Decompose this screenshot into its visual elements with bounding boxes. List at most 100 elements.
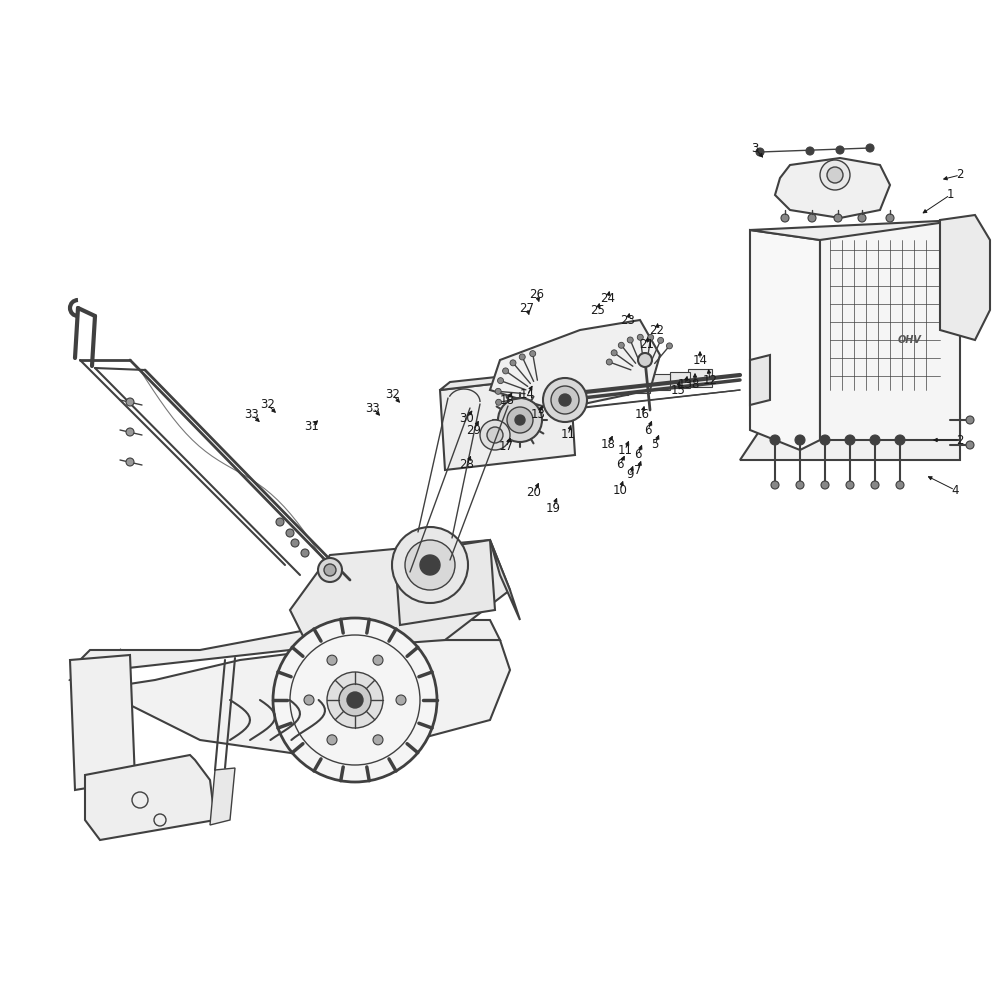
Text: 31: 31 [305, 420, 319, 434]
Polygon shape [820, 220, 960, 440]
Text: 21: 21 [640, 338, 654, 352]
Circle shape [845, 435, 855, 445]
Text: 16: 16 [635, 408, 650, 422]
Text: 6: 6 [634, 448, 642, 462]
Text: 19: 19 [546, 502, 560, 514]
Circle shape [638, 353, 652, 367]
Circle shape [373, 735, 383, 745]
Polygon shape [750, 220, 960, 240]
Circle shape [327, 655, 337, 665]
Text: 18: 18 [500, 393, 514, 406]
Circle shape [648, 334, 654, 340]
Circle shape [886, 214, 894, 222]
Circle shape [637, 334, 643, 340]
Text: 20: 20 [527, 487, 541, 499]
Polygon shape [750, 355, 770, 405]
Text: 3: 3 [751, 141, 759, 154]
Circle shape [895, 435, 905, 445]
Circle shape [405, 540, 455, 590]
Circle shape [291, 539, 299, 547]
Polygon shape [490, 320, 660, 410]
Polygon shape [670, 372, 690, 388]
Text: 6: 6 [616, 458, 624, 472]
Polygon shape [775, 158, 890, 218]
Circle shape [286, 529, 294, 537]
Text: 26: 26 [530, 288, 544, 302]
Circle shape [498, 378, 504, 384]
Circle shape [795, 435, 805, 445]
Circle shape [827, 167, 843, 183]
Circle shape [627, 337, 633, 343]
Circle shape [821, 481, 829, 489]
Polygon shape [608, 379, 628, 395]
Circle shape [551, 386, 579, 414]
Text: 28: 28 [460, 458, 474, 472]
Circle shape [126, 428, 134, 436]
Polygon shape [750, 230, 820, 450]
Polygon shape [555, 390, 565, 415]
Circle shape [510, 360, 516, 366]
Circle shape [495, 388, 501, 394]
Circle shape [771, 481, 779, 489]
Circle shape [618, 342, 624, 348]
Polygon shape [440, 375, 575, 470]
Circle shape [781, 214, 789, 222]
Circle shape [515, 415, 525, 425]
Circle shape [966, 441, 974, 449]
Text: 22: 22 [650, 324, 664, 336]
Circle shape [796, 481, 804, 489]
Circle shape [318, 558, 342, 582]
Text: 32: 32 [386, 388, 400, 401]
Circle shape [301, 549, 309, 557]
Circle shape [846, 481, 854, 489]
Text: 2: 2 [956, 434, 964, 446]
Text: 5: 5 [651, 438, 659, 452]
Text: 33: 33 [245, 408, 259, 422]
Circle shape [304, 695, 314, 705]
Circle shape [503, 368, 509, 374]
Circle shape [276, 518, 284, 526]
Polygon shape [740, 415, 960, 460]
Circle shape [543, 378, 587, 422]
Circle shape [611, 350, 617, 356]
Polygon shape [565, 385, 585, 401]
Polygon shape [583, 381, 607, 399]
Circle shape [896, 481, 904, 489]
Polygon shape [440, 368, 580, 390]
Text: 2: 2 [956, 168, 964, 182]
Circle shape [480, 420, 510, 450]
Polygon shape [70, 655, 135, 790]
Text: 7: 7 [634, 464, 642, 477]
Text: 4: 4 [951, 484, 959, 496]
Circle shape [806, 147, 814, 155]
Circle shape [966, 416, 974, 424]
Circle shape [373, 655, 383, 665]
Circle shape [836, 146, 844, 154]
Circle shape [530, 351, 536, 357]
Text: OHV: OHV [898, 335, 922, 345]
Circle shape [487, 427, 503, 443]
Text: 8: 8 [691, 378, 699, 391]
Circle shape [658, 337, 664, 343]
Circle shape [820, 160, 850, 190]
Text: 30: 30 [460, 412, 474, 424]
Circle shape [770, 435, 780, 445]
Text: 25: 25 [591, 304, 605, 316]
Circle shape [339, 684, 371, 716]
Polygon shape [85, 755, 215, 840]
Text: 1: 1 [946, 188, 954, 202]
Text: 15: 15 [671, 383, 685, 396]
Text: 13: 13 [678, 378, 692, 391]
Text: 11: 11 [560, 428, 576, 442]
Polygon shape [688, 369, 712, 387]
Circle shape [858, 214, 866, 222]
Polygon shape [630, 377, 650, 393]
Text: 32: 32 [261, 398, 275, 412]
Polygon shape [940, 215, 990, 340]
Circle shape [420, 555, 440, 575]
Circle shape [871, 481, 879, 489]
Circle shape [324, 564, 336, 576]
Circle shape [756, 148, 764, 156]
Text: 29: 29 [466, 424, 482, 436]
Polygon shape [70, 640, 510, 760]
